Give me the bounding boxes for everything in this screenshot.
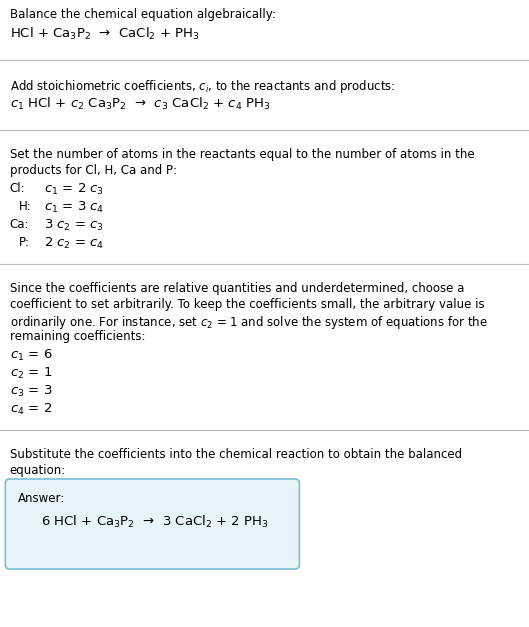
Text: $c_2$ = 1: $c_2$ = 1 <box>10 366 52 381</box>
Text: Add stoichiometric coefficients, $c_i$, to the reactants and products:: Add stoichiometric coefficients, $c_i$, … <box>10 78 395 95</box>
Text: equation:: equation: <box>10 464 66 477</box>
Text: remaining coefficients:: remaining coefficients: <box>10 330 145 343</box>
Text: Answer:: Answer: <box>17 492 65 505</box>
Text: products for Cl, H, Ca and P:: products for Cl, H, Ca and P: <box>10 164 177 177</box>
Text: $c_1$ = 2 $c_3$: $c_1$ = 2 $c_3$ <box>44 182 104 197</box>
Text: P:: P: <box>19 236 30 249</box>
Text: HCl + Ca$_3$P$_2$  →  CaCl$_2$ + PH$_3$: HCl + Ca$_3$P$_2$ → CaCl$_2$ + PH$_3$ <box>10 26 199 42</box>
FancyBboxPatch shape <box>5 479 299 569</box>
Text: Cl:: Cl: <box>10 182 25 195</box>
Text: $c_3$ = 3: $c_3$ = 3 <box>10 384 52 399</box>
Text: 3 $c_2$ = $c_3$: 3 $c_2$ = $c_3$ <box>44 218 104 233</box>
Text: Substitute the coefficients into the chemical reaction to obtain the balanced: Substitute the coefficients into the che… <box>10 448 462 461</box>
Text: 6 HCl + Ca$_3$P$_2$  →  3 CaCl$_2$ + 2 PH$_3$: 6 HCl + Ca$_3$P$_2$ → 3 CaCl$_2$ + 2 PH$… <box>41 514 269 530</box>
Text: Set the number of atoms in the reactants equal to the number of atoms in the: Set the number of atoms in the reactants… <box>10 148 474 161</box>
Text: $c_1$ = 3 $c_4$: $c_1$ = 3 $c_4$ <box>44 200 104 215</box>
Text: Balance the chemical equation algebraically:: Balance the chemical equation algebraica… <box>10 8 276 21</box>
Text: coefficient to set arbitrarily. To keep the coefficients small, the arbitrary va: coefficient to set arbitrarily. To keep … <box>10 298 484 311</box>
Text: Ca:: Ca: <box>10 218 29 231</box>
Text: $c_1$ = 6: $c_1$ = 6 <box>10 348 52 363</box>
Text: $c_1$ HCl + $c_2$ Ca$_3$P$_2$  →  $c_3$ CaCl$_2$ + $c_4$ PH$_3$: $c_1$ HCl + $c_2$ Ca$_3$P$_2$ → $c_3$ Ca… <box>10 96 270 112</box>
Text: ordinarily one. For instance, set $c_2$ = 1 and solve the system of equations fo: ordinarily one. For instance, set $c_2$ … <box>10 314 487 331</box>
Text: Since the coefficients are relative quantities and underdetermined, choose a: Since the coefficients are relative quan… <box>10 282 464 295</box>
Text: 2 $c_2$ = $c_4$: 2 $c_2$ = $c_4$ <box>44 236 104 251</box>
Text: $c_4$ = 2: $c_4$ = 2 <box>10 402 52 417</box>
Text: H:: H: <box>19 200 32 213</box>
